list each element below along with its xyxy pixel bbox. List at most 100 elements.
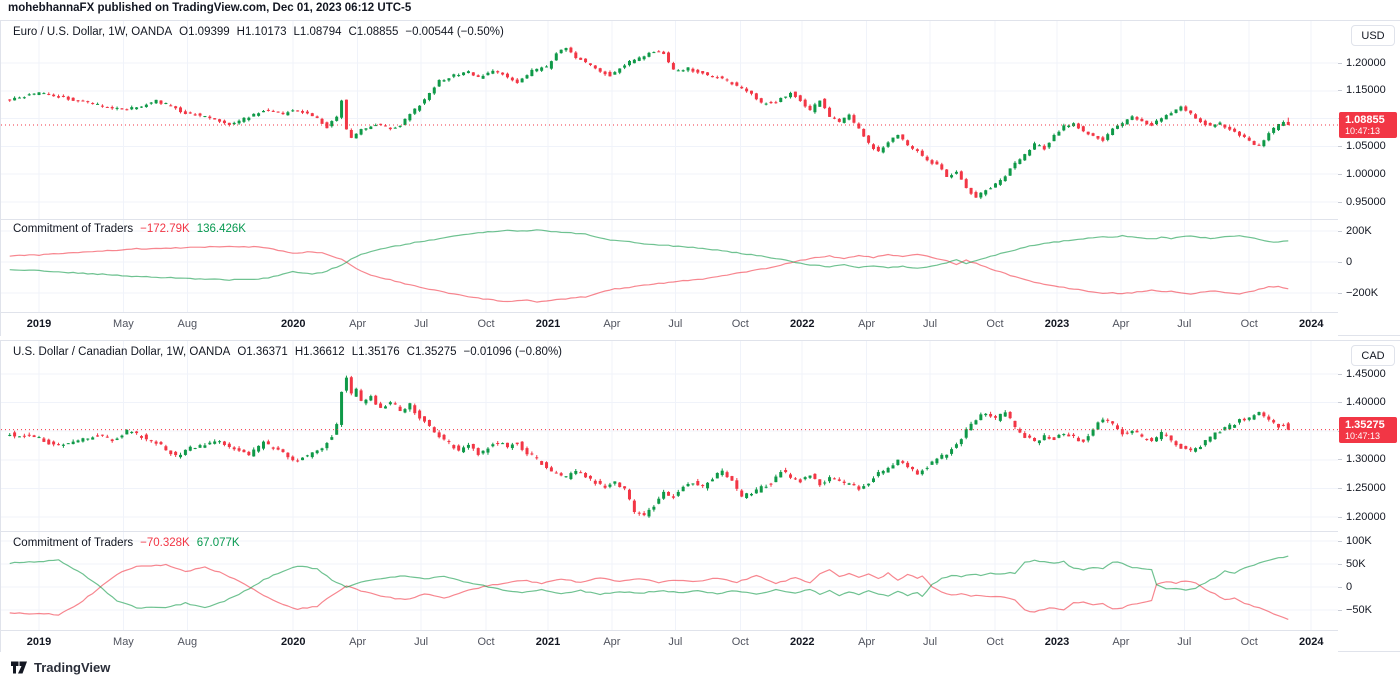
price-tick-mark [1338,262,1342,263]
time-axis-label: Aug [177,318,198,330]
time-axis-label: 2022 [789,318,815,330]
time-axis-label: Jul [923,636,938,648]
cot-green-value: 67.077K [196,537,240,549]
price-tick-label: 1.20000 [1346,56,1386,69]
price-tick-mark [1338,293,1342,294]
time-axis-label: Oct [731,318,749,330]
price-tick-mark [1338,63,1342,64]
time-axis-label: Aug [177,636,198,648]
price-tick-mark [1338,174,1342,175]
eurusd-price-axis[interactable]: USD 1.200001.150001.100001.050001.000000… [1338,21,1400,335]
bar-countdown: 10:47:13 [1345,431,1381,441]
chart-widget-usdcad: CAD 1.450001.400001.350001.300001.250001… [0,340,1400,653]
time-axis-separator [1,312,1399,313]
close-value: C1.08855 [348,26,399,38]
time-axis-label: 2024 [1298,318,1324,330]
price-tick-label: 0.95000 [1346,195,1386,208]
time-axis-label: 2022 [789,636,815,648]
indicator-title[interactable]: Commitment of Traders [13,223,134,235]
footer: TradingView [0,652,1400,682]
price-tick-label: −200K [1346,286,1379,299]
time-axis[interactable]: 2019 May Aug 2020 Apr Jul Oct 2021 Apr Jul Oct 2022… [1,631,1338,653]
eurusd-price-tag: 1.08855 10:47:13 [1339,112,1397,138]
time-axis-label: Apr [349,318,367,330]
price-tick-mark [1338,587,1342,588]
price-tick-mark [1338,564,1342,565]
eurusd-plot-area[interactable] [1,21,1338,337]
price-tick-mark [1338,202,1342,203]
cot-red-value: −172.79K [140,223,190,235]
close-value: C1.35275 [406,346,457,358]
chart-widget-eurusd: USD 1.200001.150001.100001.050001.000000… [0,20,1400,337]
time-axis-separator [1,630,1399,631]
low-value: L1.35176 [351,346,400,358]
time-axis-label: Apr [1112,318,1130,330]
time-axis-label: 2023 [1044,318,1070,330]
time-axis-label: Apr [603,636,621,648]
time-axis-label: 2020 [280,636,306,648]
time-axis-label: Oct [1240,318,1258,330]
usdcad-legend[interactable]: U.S. Dollar / Canadian Dollar, 1W, OANDA… [13,346,569,358]
time-axis-label: Apr [858,318,876,330]
tradingview-logo-icon [11,661,27,673]
pane-separator[interactable] [1,219,1399,220]
usdcad-plot-area[interactable] [1,341,1338,653]
time-axis-label: Jul [668,636,683,648]
price-tick-label: 100K [1346,534,1372,547]
price-tick-mark [1338,610,1342,611]
time-axis-label: Jul [668,318,683,330]
time-axis-label: Oct [986,318,1004,330]
time-axis-label: Oct [1240,636,1258,648]
price-tick-label: 1.40000 [1346,396,1386,409]
time-axis-label: Jul [1177,636,1192,648]
last-price: 1.08855 [1345,114,1385,126]
price-tick-label: 1.25000 [1346,481,1386,494]
price-tick-label: 1.20000 [1346,510,1386,523]
price-tick-mark [1338,374,1342,375]
usdcad-price-tag: 1.35275 10:47:13 [1339,417,1397,443]
symbol-title[interactable]: U.S. Dollar / Canadian Dollar, 1W, OANDA [13,346,231,358]
time-axis-label: May [113,318,134,330]
time-axis-label: Jul [1177,318,1192,330]
price-tick-mark [1338,517,1342,518]
symbol-title[interactable]: Euro / U.S. Dollar, 1W, OANDA [13,26,173,38]
time-axis-label: 2020 [280,318,306,330]
time-axis-label: Jul [414,636,429,648]
last-price: 1.35275 [1345,419,1385,431]
time-axis-label: Oct [477,636,495,648]
price-tick-label: 0 [1346,255,1353,268]
price-tick-mark [1338,146,1342,147]
attribution-text: mohebhannaFX published on TradingView.co… [8,2,412,14]
high-value: H1.36612 [294,346,345,358]
tradingview-logo-text: TradingView [34,659,111,675]
open-value: O1.36371 [237,346,288,358]
time-axis-label: Apr [1112,636,1130,648]
low-value: L1.08794 [293,26,342,38]
indicator-title[interactable]: Commitment of Traders [13,537,134,549]
currency-button-usd[interactable]: USD [1351,25,1395,46]
currency-button-cad[interactable]: CAD [1351,345,1395,366]
price-tick-mark [1338,488,1342,489]
eurusd-legend[interactable]: Euro / U.S. Dollar, 1W, OANDA O1.09399 H1.… [13,26,511,38]
price-tick-label: 1.05000 [1346,139,1386,152]
price-tick-mark [1338,402,1342,403]
time-axis-label: 2019 [26,636,52,648]
cot-red-value: −70.328K [140,537,190,549]
usdcad-price-axis[interactable]: CAD 1.450001.400001.350001.300001.250001… [1338,341,1400,651]
price-tick-mark [1338,231,1342,232]
high-value: H1.10173 [236,26,287,38]
price-tick-label: 1.30000 [1346,453,1386,466]
time-axis[interactable]: 2019 May Aug 2020 Apr Jul Oct 2021 Apr Jul Oct 2022… [1,313,1338,337]
usdcad-cot-legend[interactable]: Commitment of Traders −70.328K 67.077K [13,537,247,549]
time-axis-label: Jul [414,318,429,330]
open-value: O1.09399 [179,26,230,38]
price-tick-label: 1.45000 [1346,367,1386,380]
pane-separator[interactable] [1,531,1399,532]
price-tick-label: 200K [1346,224,1372,237]
time-axis-label: 2023 [1044,636,1070,648]
eurusd-cot-legend[interactable]: Commitment of Traders −172.79K 136.426K [13,223,253,235]
time-axis-label: Oct [731,636,749,648]
time-axis-label: Apr [349,636,367,648]
tradingview-logo[interactable]: TradingView [10,660,110,675]
